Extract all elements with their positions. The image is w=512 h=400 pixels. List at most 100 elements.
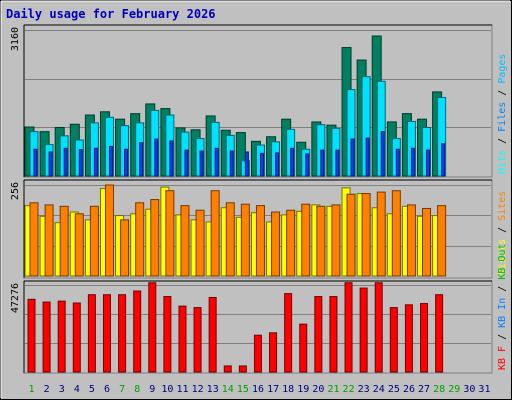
- x-tick-label: 24: [373, 384, 385, 395]
- x-tick-label: 22: [343, 384, 355, 395]
- legend-entry: Files: [497, 102, 508, 132]
- x-tick-label: 14: [222, 384, 234, 395]
- x-tick-label: 15: [237, 384, 249, 395]
- bar-kbf-day-24: [374, 282, 383, 373]
- legend: KB F / KB In / KB Out: [497, 244, 508, 370]
- bar-files-day-17: [275, 152, 280, 177]
- bar-sites-day-21: [331, 204, 341, 277]
- x-tick-label: 1: [29, 384, 35, 395]
- bar-kbf-day-15: [238, 365, 247, 373]
- x-tick-label: 26: [403, 384, 415, 395]
- x-tick-label: 25: [388, 384, 400, 395]
- bar-files-day-22: [350, 138, 355, 177]
- bar-sites-day-2: [44, 204, 54, 277]
- x-tick-label: 7: [119, 384, 125, 395]
- bar-files-day-2: [48, 151, 53, 177]
- x-tick-label: 20: [312, 384, 324, 395]
- x-tick-label: 11: [176, 384, 188, 395]
- x-tick-label: 5: [89, 384, 95, 395]
- bar-kbf-day-5: [87, 294, 96, 373]
- bar-kbf-day-20: [314, 296, 323, 373]
- bar-sites-day-1: [29, 202, 39, 277]
- bar-kbf-day-6: [102, 294, 111, 373]
- legend-entry: KB F: [497, 346, 508, 370]
- bar-sites-day-16: [255, 205, 265, 277]
- bar-files-day-1: [33, 148, 38, 177]
- bar-kbf-day-12: [193, 307, 202, 373]
- bar-kbf-day-16: [253, 334, 262, 373]
- bar-files-day-14: [229, 150, 234, 177]
- y-max-label: 47276: [10, 283, 21, 313]
- bar-kbf-day-27: [420, 303, 429, 373]
- bar-sites-day-27: [422, 207, 432, 277]
- bar-files-day-24: [380, 131, 385, 177]
- bar-sites-day-19: [301, 203, 311, 277]
- bar-files-day-13: [214, 147, 219, 177]
- bar-files-day-4: [78, 149, 83, 177]
- bar-files-day-9: [154, 138, 159, 177]
- legend-entry: Hits: [497, 150, 508, 174]
- bar-kbf-day-8: [133, 290, 142, 373]
- bar-files-day-16: [259, 152, 264, 177]
- bar-files-day-18: [290, 147, 295, 177]
- bar-kbf-day-1: [27, 298, 36, 373]
- bar-files-day-26: [410, 147, 415, 177]
- legend-entry: Sites: [497, 191, 508, 221]
- bar-sites-day-8: [135, 202, 145, 277]
- bar-files-day-27: [426, 149, 431, 177]
- x-tick-label: 19: [297, 384, 309, 395]
- bar-files-day-10: [169, 140, 174, 177]
- bar-kbf-day-14: [223, 365, 232, 373]
- bar-sites-day-9: [150, 199, 160, 277]
- bar-kbf-day-19: [299, 323, 308, 373]
- bar-sites-day-15: [240, 203, 250, 277]
- bar-sites-day-22: [346, 193, 356, 277]
- legend-entry: KB Out: [497, 244, 508, 280]
- bar-sites-day-18: [286, 209, 296, 277]
- x-tick-label: 10: [161, 384, 173, 395]
- bar-kbf-day-22: [344, 282, 353, 373]
- x-tick-label: 28: [433, 384, 445, 395]
- x-tick-label: 23: [358, 384, 370, 395]
- bar-kbf-day-21: [329, 296, 338, 373]
- bar-kbf-day-18: [284, 293, 293, 373]
- x-tick-label: 18: [282, 384, 294, 395]
- x-tick-label: 3: [59, 384, 65, 395]
- bar-kbf-day-25: [389, 307, 398, 373]
- bar-kbf-day-23: [359, 287, 368, 373]
- bar-kbf-day-4: [72, 302, 81, 373]
- legend-entry: Visits: [497, 239, 508, 275]
- x-tick-label: 29: [448, 384, 460, 395]
- bar-sites-day-28: [437, 205, 447, 277]
- x-tick-label: 8: [134, 384, 140, 395]
- bar-sites-day-20: [316, 205, 326, 277]
- bar-sites-day-4: [74, 213, 84, 277]
- bar-files-day-6: [108, 145, 113, 177]
- bar-files-day-8: [139, 142, 144, 177]
- x-tick-label: 9: [149, 384, 155, 395]
- bar-sites-day-26: [406, 204, 416, 277]
- legend-separator: /: [497, 84, 508, 102]
- legend-separator: /: [497, 328, 508, 346]
- legend-entry: Pages: [497, 54, 508, 84]
- bar-sites-day-13: [210, 190, 220, 277]
- bar-kbf-day-13: [208, 296, 217, 373]
- bar-kbf-day-2: [42, 301, 51, 373]
- bar-kbf-day-17: [269, 332, 278, 373]
- bar-sites-day-10: [165, 190, 175, 277]
- x-tick-label: 6: [104, 384, 110, 395]
- y-max-label: 256: [10, 182, 21, 200]
- x-tick-label: 2: [44, 384, 50, 395]
- bar-sites-day-7: [120, 219, 130, 277]
- bar-sites-day-14: [225, 202, 235, 277]
- bar-sites-day-3: [59, 205, 69, 277]
- bar-sites-day-25: [391, 190, 401, 277]
- x-tick-label: 31: [478, 384, 490, 395]
- x-tick-label: 30: [463, 384, 475, 395]
- bar-files-day-28: [441, 143, 446, 177]
- bar-sites-day-5: [89, 205, 99, 277]
- bar-sites-day-17: [271, 211, 281, 277]
- bar-sites-day-24: [376, 191, 386, 277]
